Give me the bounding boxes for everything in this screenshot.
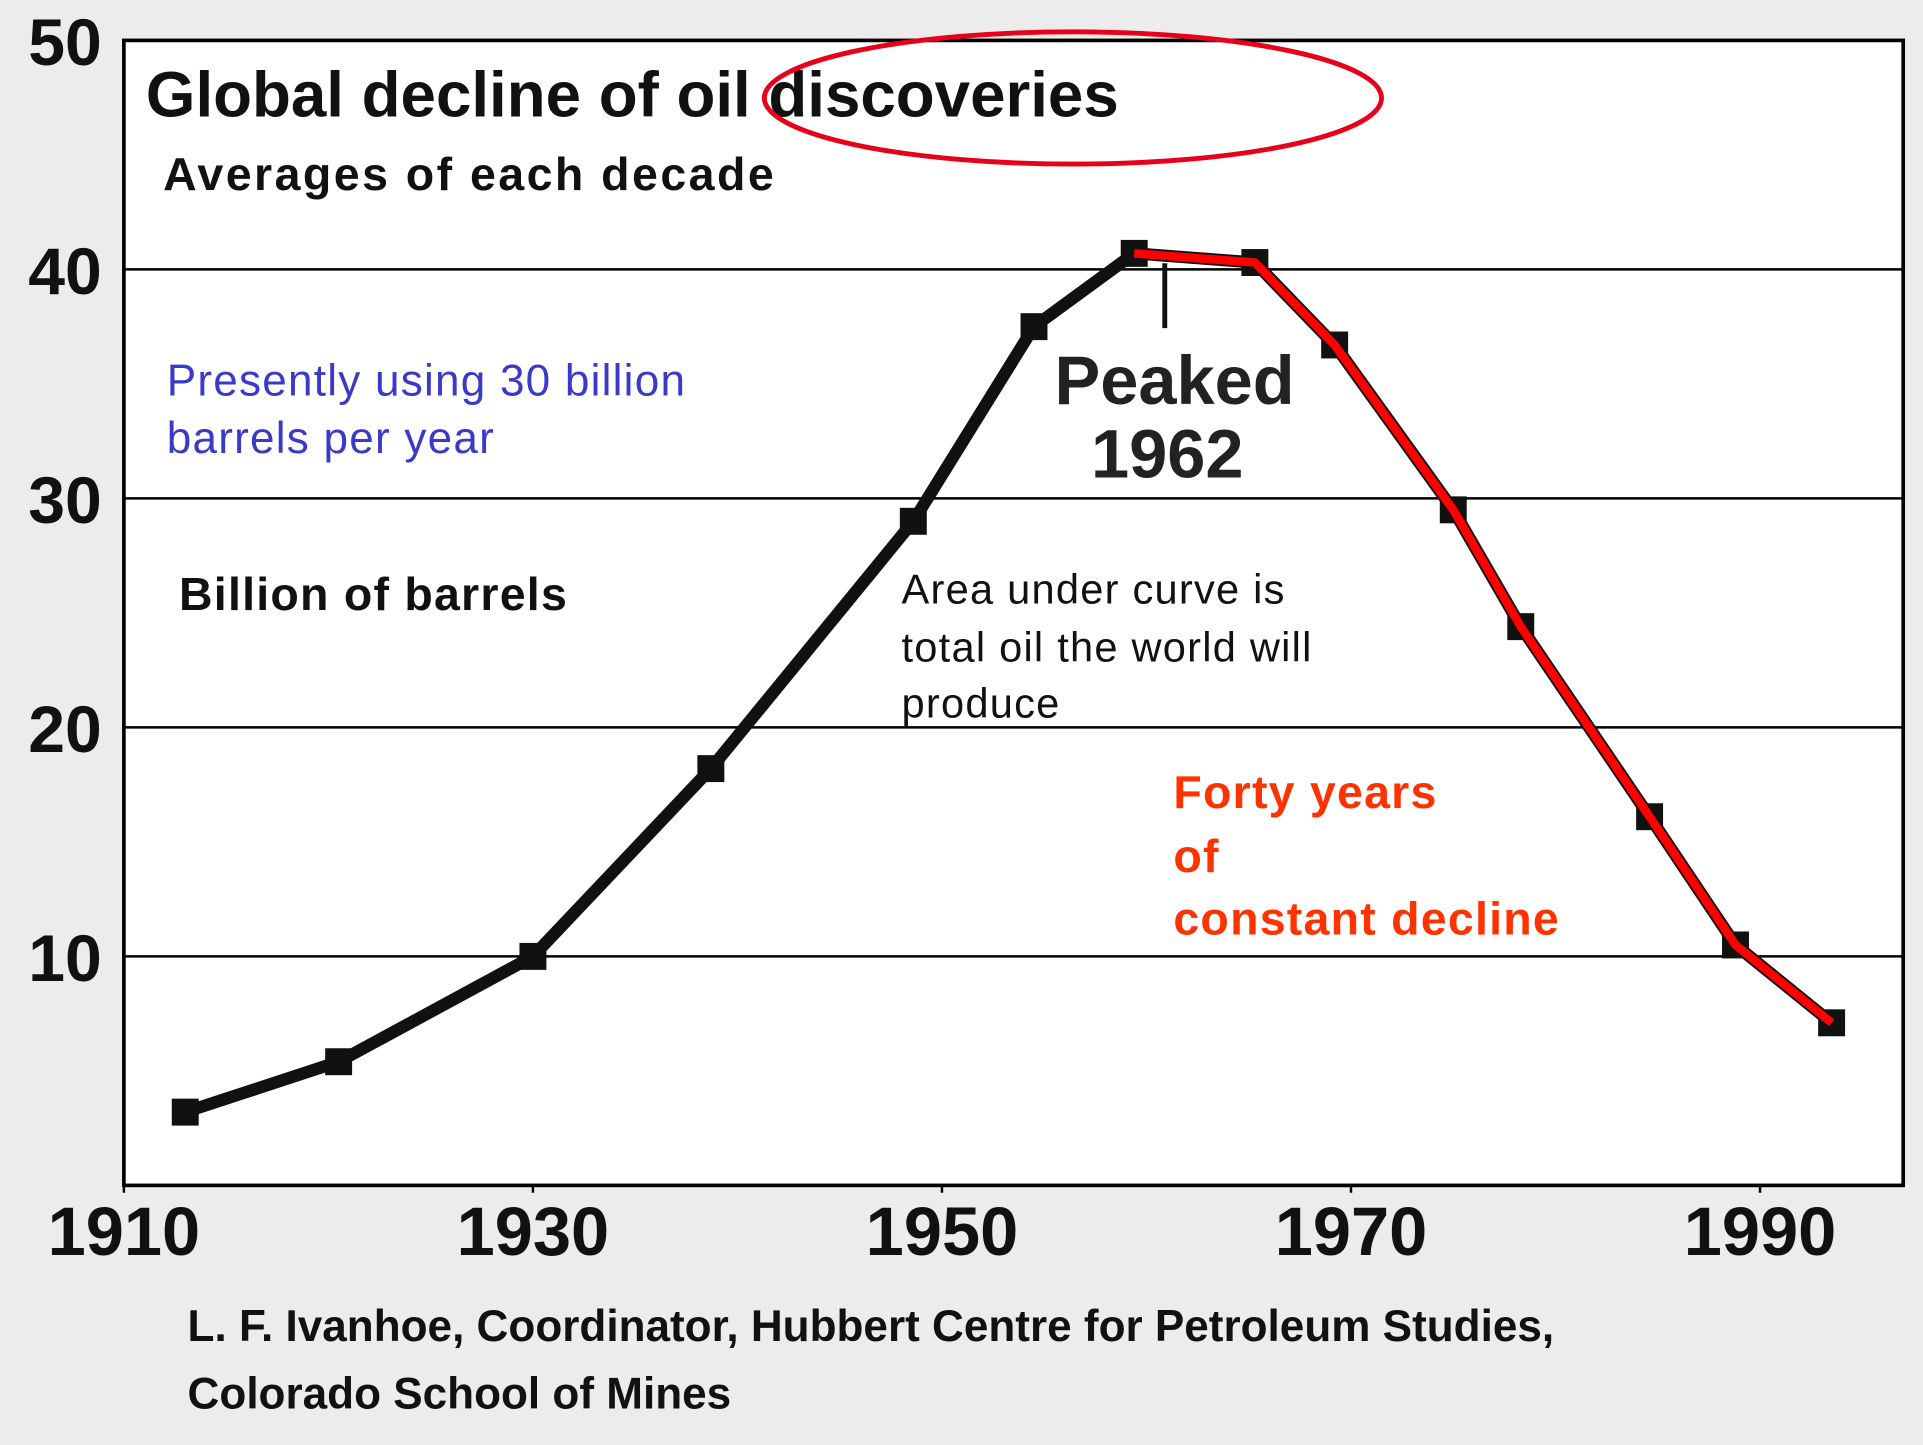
data-point (1020, 313, 1048, 341)
peak-note: 1962 (1091, 416, 1244, 493)
highlight-ellipse (761, 29, 1384, 167)
x-tick-label: 1930 (457, 1193, 610, 1270)
data-point (899, 507, 927, 535)
marks (171, 239, 1846, 1126)
x-tick-label: 1910 (48, 1193, 201, 1270)
area-note: produce (901, 680, 1060, 727)
plot-area (123, 40, 1904, 1186)
x-tick-label: 1970 (1275, 1193, 1428, 1270)
data-point (697, 755, 725, 783)
x-tick-label: 1950 (866, 1193, 1019, 1270)
data-point (171, 1098, 199, 1126)
decline-note: constant decline (1173, 892, 1560, 944)
data-point (519, 942, 547, 970)
decline-note: of (1173, 830, 1219, 882)
chart-title: Global decline of oil discoveries (146, 59, 1119, 130)
decline-note: Forty years (1173, 766, 1437, 818)
y-tick-label: 50 (28, 6, 102, 80)
plot-frame (122, 38, 1906, 1188)
area-note: Area under curve is (901, 566, 1285, 613)
source-note: Colorado School of Mines (188, 1369, 732, 1418)
usage-note: Presently using 30 billion (167, 357, 686, 406)
peak-note: Peaked (1055, 342, 1295, 419)
x-tick-label: 1990 (1684, 1193, 1837, 1270)
y-axis-label: Billion of barrels (179, 568, 568, 620)
y-tick-label: 20 (28, 693, 102, 767)
y-tick-label: 40 (28, 235, 102, 309)
data-line (1133, 249, 1835, 1027)
grid (122, 39, 1904, 1193)
usage-note: barrels per year (167, 414, 495, 463)
data-point (325, 1048, 353, 1076)
y-tick-label: 30 (28, 464, 102, 538)
source-note: L. F. Ivanhoe, Coordinator, Hubbert Cent… (188, 1302, 1555, 1351)
y-tick-label: 10 (28, 922, 102, 996)
subtitle: Averages of each decade (163, 148, 776, 200)
area-note: total oil the world will (901, 623, 1312, 670)
